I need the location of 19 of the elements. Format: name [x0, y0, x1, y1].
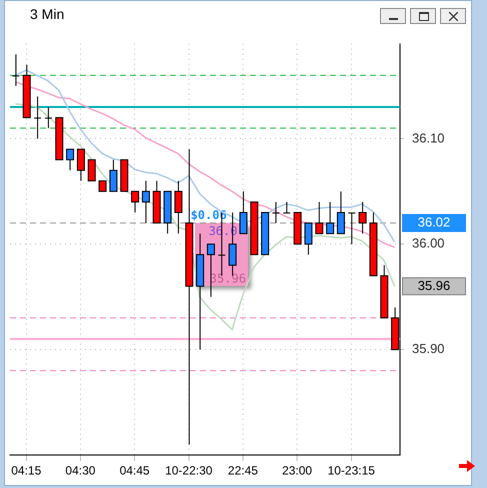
x-tick-label: 04:45 — [120, 464, 150, 478]
y-tick-label: 35.90 — [412, 341, 445, 356]
chart-title: 3 Min — [30, 6, 64, 22]
text: 35.96 — [418, 278, 450, 293]
candlestick — [12, 54, 20, 86]
candlestick — [34, 96, 42, 140]
candlestick — [44, 106, 52, 129]
x-tick-label: 10-22:30 — [165, 464, 213, 478]
candlestick — [272, 201, 280, 224]
candlestick — [348, 212, 356, 245]
x-tick-label: 04:30 — [65, 464, 96, 478]
x-tick-label: 04:15 — [11, 464, 42, 478]
x-tick-label: 23:00 — [282, 464, 312, 478]
y-tick-label: 36.10 — [412, 130, 445, 146]
x-tick-label: 10-23:15 — [328, 464, 376, 478]
ref-line-label: 36.02 — [418, 214, 450, 230]
y-tick-label: 36.00 — [412, 236, 445, 251]
candlestick — [282, 201, 291, 214]
x-tick-label: 22:45 — [228, 464, 258, 478]
